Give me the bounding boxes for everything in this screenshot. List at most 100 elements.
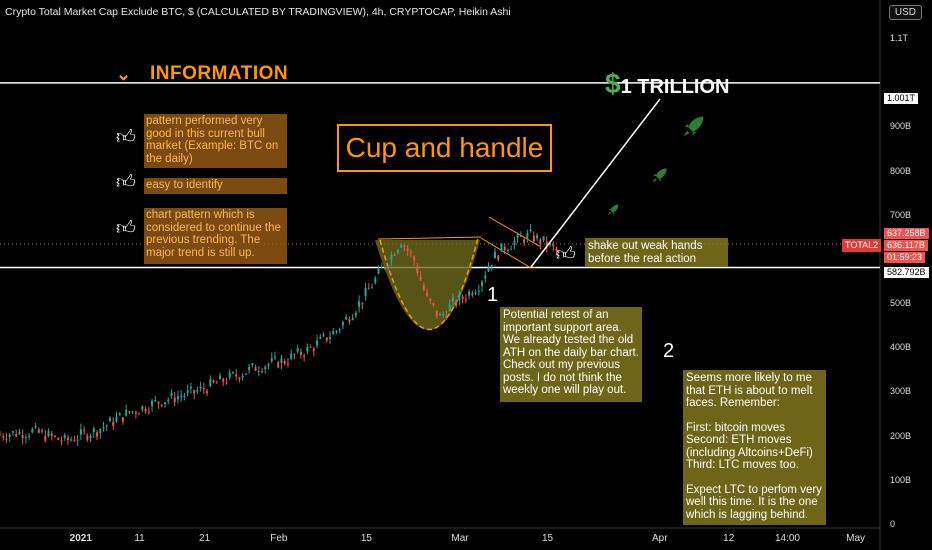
candle: [154, 395, 157, 403]
candle: [429, 297, 432, 304]
candle-body: [118, 413, 121, 416]
candle: [484, 271, 487, 283]
retest-note: Potential retest of an important support…: [500, 307, 642, 402]
candle-body: [526, 233, 529, 239]
candle: [196, 386, 199, 395]
candle: [267, 362, 270, 370]
x-tick-label: 12: [723, 533, 735, 544]
candle-body: [96, 432, 99, 437]
candle-body: [196, 390, 199, 392]
candle-body: [419, 276, 422, 281]
chevron-down-icon[interactable]: ⌄: [116, 64, 132, 84]
candle-body: [290, 353, 293, 359]
candle: [422, 282, 425, 292]
candle-body: [429, 298, 432, 302]
y-tick-label: 900B: [890, 121, 912, 132]
candle-body: [377, 268, 380, 274]
candle: [15, 429, 18, 438]
handle-bottom-line: [480, 237, 532, 269]
candle-body: [238, 377, 241, 380]
candle-body: [5, 438, 8, 440]
candle: [157, 401, 160, 409]
y-tick-label: 1.1T: [890, 33, 909, 44]
candle: [86, 433, 89, 442]
candle: [18, 428, 21, 436]
candle-body: [231, 372, 234, 374]
candle: [374, 275, 377, 285]
candle: [147, 406, 150, 415]
candle: [464, 294, 467, 304]
candle: [283, 358, 286, 366]
candle-body: [348, 319, 351, 322]
candle-body: [189, 386, 192, 389]
candle: [66, 434, 69, 446]
info-note-2: easy to identify: [144, 178, 287, 194]
candle: [542, 236, 545, 243]
candle: [5, 433, 8, 444]
candle-body: [484, 275, 487, 279]
candle: [206, 388, 209, 397]
thumbs-up-icon: 👍︎: [116, 127, 136, 148]
candle-body: [99, 429, 102, 433]
candle: [225, 377, 228, 385]
candle: [73, 435, 76, 443]
candle-body: [293, 354, 296, 356]
candle-body: [345, 316, 348, 320]
x-tick-label: Mar: [451, 533, 469, 544]
candle: [455, 299, 458, 308]
candle: [44, 430, 47, 443]
candle: [63, 433, 66, 441]
candle: [235, 368, 238, 380]
candle: [500, 243, 503, 252]
candle-body: [131, 411, 134, 413]
candle: [264, 365, 267, 374]
candle-body: [277, 362, 280, 368]
candle-body: [435, 310, 438, 316]
candle: [445, 310, 448, 320]
candle-body: [523, 239, 526, 243]
candle: [167, 397, 170, 405]
candle: [358, 295, 361, 313]
candle: [435, 310, 438, 319]
candle-body: [92, 427, 95, 432]
candle-body: [542, 236, 545, 241]
eth-note-line: Third: LTC moves too.: [686, 459, 799, 471]
candle: [144, 405, 147, 415]
candle-body: [83, 430, 86, 432]
currency-button[interactable]: USD: [888, 5, 922, 20]
candle: [11, 430, 14, 436]
candle-body: [138, 413, 141, 415]
candle: [416, 262, 419, 276]
candle: [539, 237, 542, 250]
candle-body: [8, 434, 11, 438]
candle: [47, 428, 50, 438]
candle-body: [31, 429, 34, 433]
candle: [176, 390, 179, 404]
candle-body: [193, 390, 196, 394]
candle: [296, 344, 299, 354]
candle: [439, 312, 441, 316]
candle-body: [261, 371, 264, 373]
eth-note-line: [686, 472, 823, 484]
candle-body: [41, 430, 44, 432]
info-note-3: chart pattern which is considered to con…: [144, 208, 287, 264]
candle: [28, 433, 31, 440]
candle: [70, 436, 73, 442]
candle: [183, 392, 186, 401]
candle: [138, 412, 141, 415]
eth-note: Seems more likely to me that ETH is abou…: [683, 370, 826, 525]
candle: [92, 426, 95, 438]
candle: [361, 302, 364, 310]
x-tick-label: 15: [542, 533, 554, 544]
candle: [536, 232, 539, 241]
rocket-icon: [650, 165, 670, 190]
candle-body: [552, 244, 555, 247]
candle: [458, 290, 461, 306]
candle-body: [432, 303, 435, 306]
candle: [487, 262, 490, 273]
candle: [523, 237, 526, 246]
candle: [545, 236, 548, 254]
candle-body: [299, 351, 302, 356]
target-label: $1 TRILLION: [605, 68, 729, 100]
